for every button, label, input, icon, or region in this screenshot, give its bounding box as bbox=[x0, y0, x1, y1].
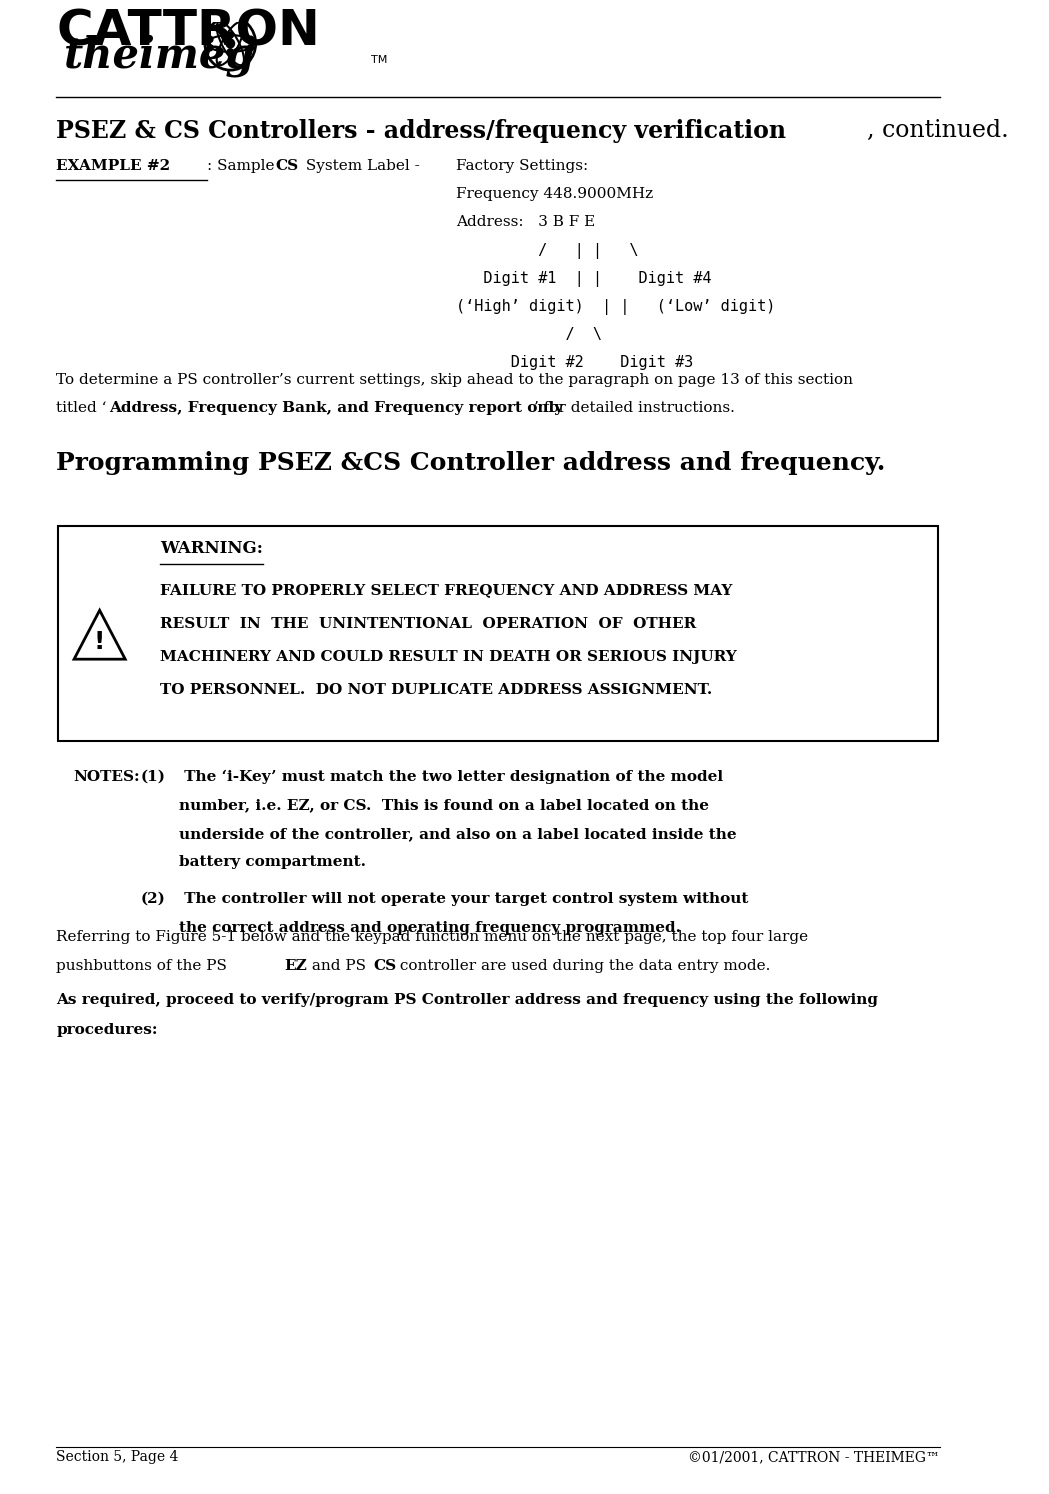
Polygon shape bbox=[74, 610, 125, 659]
Text: CS: CS bbox=[276, 158, 299, 173]
Text: MACHINERY AND COULD RESULT IN DEATH OR SERIOUS INJURY: MACHINERY AND COULD RESULT IN DEATH OR S… bbox=[159, 650, 736, 663]
Circle shape bbox=[227, 39, 235, 48]
Text: and PS: and PS bbox=[307, 959, 366, 973]
Text: The ‘i-Key’ must match the two letter designation of the model: The ‘i-Key’ must match the two letter de… bbox=[178, 769, 723, 784]
Text: : Sample: : Sample bbox=[207, 158, 279, 173]
Text: To determine a PS controller’s current settings, skip ahead to the paragraph on : To determine a PS controller’s current s… bbox=[57, 372, 854, 387]
FancyBboxPatch shape bbox=[59, 526, 938, 741]
Text: As required, proceed to verify/program PS Controller address and frequency using: As required, proceed to verify/program P… bbox=[57, 994, 878, 1007]
Text: theimeg: theimeg bbox=[64, 34, 255, 78]
Text: controller are used during the data entry mode.: controller are used during the data entr… bbox=[394, 959, 770, 973]
Circle shape bbox=[248, 36, 254, 42]
Circle shape bbox=[228, 49, 233, 55]
Text: ’ for detailed instructions.: ’ for detailed instructions. bbox=[534, 400, 734, 415]
Text: CATTRON: CATTRON bbox=[57, 7, 320, 55]
Text: NOTES:: NOTES: bbox=[73, 769, 140, 784]
Text: underside of the controller, and also on a label located inside the: underside of the controller, and also on… bbox=[178, 826, 736, 841]
Text: !: ! bbox=[94, 629, 105, 654]
Text: WARNING:: WARNING: bbox=[159, 541, 262, 557]
Circle shape bbox=[207, 36, 213, 42]
Text: Programming PSEZ &CS Controller address and frequency.: Programming PSEZ &CS Controller address … bbox=[57, 451, 885, 475]
Text: CS: CS bbox=[373, 959, 397, 973]
Text: the correct address and operating frequency programmed.: the correct address and operating freque… bbox=[178, 920, 681, 935]
Text: Digit #2    Digit #3: Digit #2 Digit #3 bbox=[456, 356, 693, 371]
Text: PSEZ & CS Controllers - address/frequency verification: PSEZ & CS Controllers - address/frequenc… bbox=[57, 120, 787, 143]
Circle shape bbox=[248, 45, 254, 51]
Text: pushbuttons of the PS: pushbuttons of the PS bbox=[57, 959, 228, 973]
Text: battery compartment.: battery compartment. bbox=[178, 856, 366, 870]
Text: Digit #1  | |    Digit #4: Digit #1 | | Digit #4 bbox=[456, 270, 711, 287]
Text: titled ‘: titled ‘ bbox=[57, 400, 107, 415]
Text: The controller will not operate your target control system without: The controller will not operate your tar… bbox=[178, 892, 748, 905]
Circle shape bbox=[207, 45, 213, 51]
Text: number, i.e. EZ, or CS.  This is found on a label located on the: number, i.e. EZ, or CS. This is found on… bbox=[178, 798, 709, 813]
Text: (2): (2) bbox=[141, 892, 166, 905]
Text: /  \: / \ bbox=[456, 327, 602, 342]
Text: , continued.: , continued. bbox=[866, 120, 1008, 142]
Text: (1): (1) bbox=[141, 769, 166, 784]
Text: Frequency 448.9000MHz: Frequency 448.9000MHz bbox=[456, 187, 654, 200]
Text: procedures:: procedures: bbox=[57, 1023, 158, 1037]
Text: System Label -: System Label - bbox=[301, 158, 420, 173]
Text: Referring to Figure 5-1 below and the keypad function menu on the next page, the: Referring to Figure 5-1 below and the ke… bbox=[57, 931, 809, 944]
Text: FAILURE TO PROPERLY SELECT FREQUENCY AND ADDRESS MAY: FAILURE TO PROPERLY SELECT FREQUENCY AND… bbox=[159, 584, 732, 598]
Circle shape bbox=[228, 31, 233, 39]
Text: /   | |   \: / | | \ bbox=[456, 244, 639, 258]
Text: Factory Settings:: Factory Settings: bbox=[456, 158, 588, 173]
Text: Address:   3 B F E: Address: 3 B F E bbox=[456, 215, 595, 229]
Text: EXAMPLE #2: EXAMPLE #2 bbox=[57, 158, 171, 173]
Text: (‘High’ digit)  | |   (‘Low’ digit): (‘High’ digit) | | (‘Low’ digit) bbox=[456, 299, 775, 315]
Text: Section 5, Page 4: Section 5, Page 4 bbox=[57, 1451, 178, 1464]
Text: TO PERSONNEL.  DO NOT DUPLICATE ADDRESS ASSIGNMENT.: TO PERSONNEL. DO NOT DUPLICATE ADDRESS A… bbox=[159, 683, 712, 696]
Text: ©01/2001, CATTRON - THEIMEG™: ©01/2001, CATTRON - THEIMEG™ bbox=[688, 1451, 940, 1464]
Text: EZ: EZ bbox=[284, 959, 306, 973]
Text: Address, Frequency Bank, and Frequency report only: Address, Frequency Bank, and Frequency r… bbox=[109, 400, 563, 415]
Text: TM: TM bbox=[371, 55, 388, 66]
Text: RESULT  IN  THE  UNINTENTIONAL  OPERATION  OF  OTHER: RESULT IN THE UNINTENTIONAL OPERATION OF… bbox=[159, 617, 697, 630]
